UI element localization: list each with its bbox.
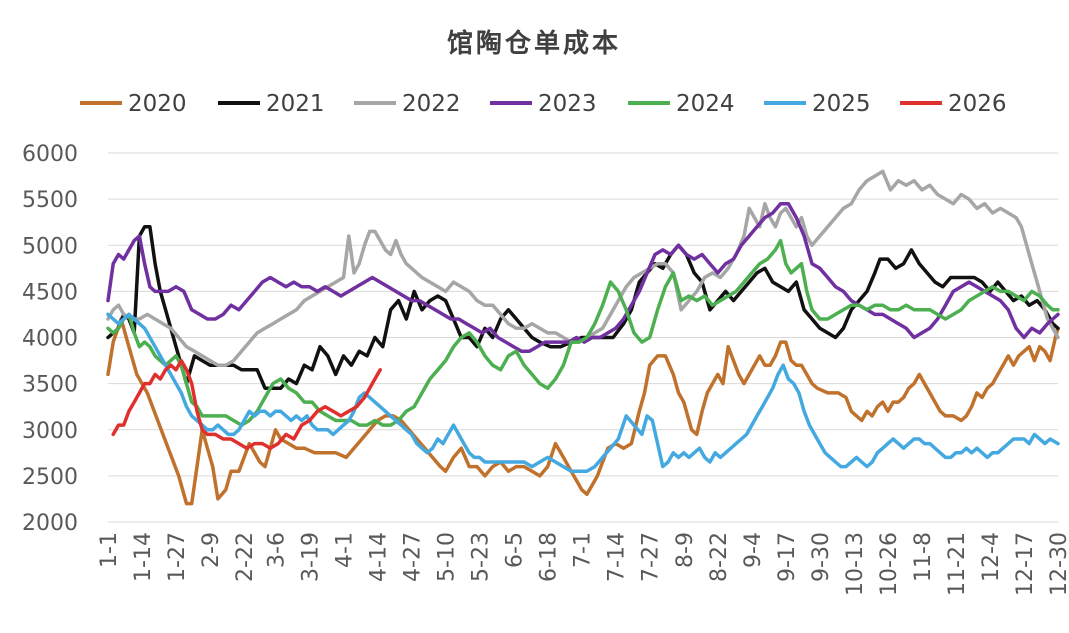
x-tick-label: 9-4 <box>741 532 766 568</box>
legend-label-2026: 2026 <box>948 91 1007 117</box>
grid <box>108 152 1058 523</box>
series-line-2025 <box>106 312 1060 474</box>
x-tick-label: 4-14 <box>367 532 392 582</box>
x-tick-label: 6-5 <box>503 532 528 568</box>
x-tick-label: 3-6 <box>264 532 289 568</box>
x-tick-label: 1-27 <box>165 532 190 582</box>
y-axis: 2000 2500 3000 3500 4000 4500 5000 5500 6000 <box>22 142 78 536</box>
y-tick-label: 3500 <box>22 373 78 398</box>
series-line-2026 <box>111 358 382 450</box>
x-tick-label: 7-1 <box>571 532 596 568</box>
y-tick-label: 2500 <box>22 465 78 490</box>
x-tick-label: 2-22 <box>233 532 258 582</box>
x-tick-label: 1-1 <box>97 532 122 568</box>
y-tick-label: 4500 <box>22 280 78 305</box>
legend-label-2022: 2022 <box>402 91 461 117</box>
x-tick-label: 7-27 <box>639 532 664 582</box>
series-line-2023 <box>106 201 1060 354</box>
series-lines <box>106 169 1060 506</box>
y-tick-label: 5000 <box>22 234 78 259</box>
y-tick-label: 4000 <box>22 327 78 352</box>
x-tick-label: 12-4 <box>979 532 1004 582</box>
x-tick-label: 8-9 <box>673 532 698 568</box>
series-line-2020 <box>106 317 1060 506</box>
x-tick-label: 9-30 <box>809 532 834 582</box>
x-tick-label: 5-23 <box>469 532 494 582</box>
x-tick-label: 10-13 <box>843 532 868 596</box>
x-tick-label: 5-10 <box>435 532 460 582</box>
legend-label-2024: 2024 <box>676 91 735 117</box>
x-tick-label: 8-22 <box>707 532 732 582</box>
legend: 2020 2021 2022 2023 2024 2025 2026 <box>80 91 1007 117</box>
x-tick-label: 12-17 <box>1013 532 1038 596</box>
legend-label-2020: 2020 <box>128 91 187 117</box>
x-tick-label: 1-14 <box>131 532 156 582</box>
x-tick-label: 6-18 <box>537 532 562 582</box>
y-tick-label: 5500 <box>22 188 78 213</box>
y-tick-label: 2000 <box>22 511 78 536</box>
legend-label-2021: 2021 <box>266 91 325 117</box>
x-axis: 1-1 1-14 1-27 2-9 2-22 3-6 3-19 4-1 4-14 4-27 5-10… <box>97 532 1069 596</box>
legend-label-2023: 2023 <box>538 91 597 117</box>
series-line-2024 <box>106 238 1060 427</box>
x-tick-label: 11-21 <box>945 532 970 596</box>
x-tick-label: 4-1 <box>333 532 358 568</box>
y-tick-label: 6000 <box>22 142 78 167</box>
x-tick-label: 3-19 <box>299 532 324 582</box>
x-tick-label: 11-8 <box>911 532 936 582</box>
x-tick-label: 7-14 <box>605 532 630 582</box>
chart-title: 馆陶仓单成本 <box>447 28 621 59</box>
y-tick-label: 3000 <box>22 419 78 444</box>
x-tick-label: 2-9 <box>199 532 224 568</box>
x-tick-label: 12-30 <box>1047 532 1069 596</box>
legend-label-2025: 2025 <box>812 91 871 117</box>
x-tick-label: 4-27 <box>401 532 426 582</box>
x-tick-label: 9-17 <box>775 532 800 582</box>
series-line-2021 <box>106 225 1060 390</box>
x-tick-label: 10-26 <box>877 532 902 596</box>
